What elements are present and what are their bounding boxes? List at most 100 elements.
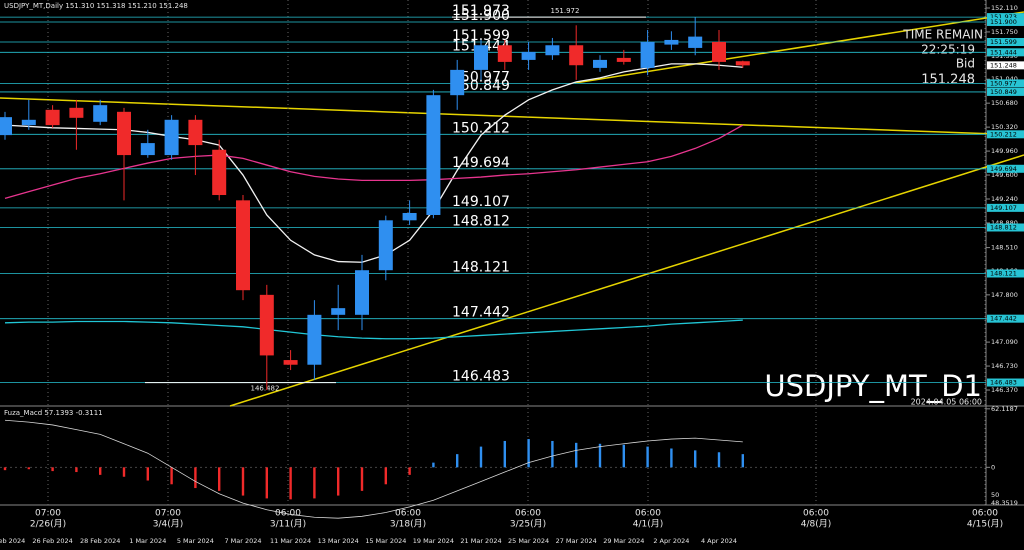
candle-body bbox=[93, 105, 108, 122]
x-tick-label: 21 Mar 2024 bbox=[460, 537, 501, 545]
histogram-bar bbox=[408, 467, 411, 475]
x-tick-label: 28 Feb 2024 bbox=[80, 537, 120, 545]
level-axis-label: 146.483 bbox=[990, 379, 1017, 387]
x-tick-label: 13 Mar 2024 bbox=[318, 537, 359, 545]
histogram-bar bbox=[75, 467, 78, 473]
session-time: 06:00 bbox=[275, 509, 301, 519]
low-marker-label: 146.482 bbox=[251, 385, 280, 393]
level-axis-label: 151.973 bbox=[990, 13, 1017, 21]
timestamp: 2024.04.05 06:00 bbox=[911, 398, 982, 407]
candle-body bbox=[0, 117, 12, 136]
histogram-bar bbox=[575, 442, 578, 468]
level-axis-box bbox=[987, 203, 1024, 212]
high-value: 151.318 bbox=[97, 2, 126, 10]
y-tick-label: 148.510 bbox=[991, 244, 1018, 252]
level-axis-label: 149.694 bbox=[990, 165, 1017, 173]
level-label: 151.900 bbox=[452, 8, 510, 24]
session-time: 07:00 bbox=[155, 509, 181, 519]
candle-body bbox=[545, 45, 560, 56]
histogram-bar bbox=[99, 467, 102, 475]
histogram-bar bbox=[122, 467, 126, 477]
x-tick-label: 7 Mar 2024 bbox=[224, 537, 261, 545]
level-axis-box bbox=[987, 48, 1024, 57]
level-axis-label: 149.107 bbox=[990, 204, 1017, 212]
level-axis-box bbox=[987, 164, 1024, 173]
trendline bbox=[229, 154, 1024, 407]
histogram-bar bbox=[741, 454, 744, 468]
level-axis-label: 150.849 bbox=[990, 88, 1017, 96]
level-axis-box bbox=[987, 378, 1024, 387]
candle-body bbox=[402, 212, 417, 221]
y-tick-label: 148.880 bbox=[991, 219, 1018, 227]
trendline bbox=[0, 97, 1024, 136]
candle-body bbox=[593, 59, 607, 68]
histogram-bar bbox=[479, 446, 483, 468]
session-date: 4/8(月) bbox=[801, 519, 832, 530]
histogram-bar bbox=[218, 467, 221, 491]
close-value: 151.248 bbox=[159, 2, 188, 10]
bid-label: Bid bbox=[956, 57, 975, 71]
session-time: 06:00 bbox=[635, 509, 661, 519]
histogram-bar bbox=[265, 467, 268, 499]
histogram-bar bbox=[527, 439, 530, 468]
level-axis-label: 151.900 bbox=[990, 18, 1017, 26]
time-remain-label: TIME REMAIN bbox=[902, 28, 983, 42]
level-label: 149.107 bbox=[452, 194, 510, 210]
candle-body bbox=[712, 41, 726, 62]
indicator-title: Fuza_Macd 57.1393 -0.3111 bbox=[4, 409, 103, 417]
candle-body bbox=[69, 107, 84, 118]
session-time: 06:00 bbox=[515, 509, 541, 519]
candle-body bbox=[497, 45, 512, 62]
histogram-bar bbox=[3, 467, 7, 471]
level-axis-label: 148.121 bbox=[990, 269, 1017, 277]
candle-body bbox=[688, 36, 703, 48]
level-axis-box bbox=[987, 79, 1024, 88]
level-label: 151.599 bbox=[452, 28, 510, 44]
session-date: 3/25(月) bbox=[510, 519, 546, 530]
histogram-bar bbox=[313, 467, 316, 499]
candle-body bbox=[735, 61, 750, 66]
x-tick-label: 1 Mar 2024 bbox=[129, 537, 166, 545]
candle-body bbox=[117, 111, 131, 156]
histogram-bar bbox=[170, 467, 173, 485]
level-axis-box bbox=[987, 314, 1024, 323]
open-value: 151.310 bbox=[65, 2, 94, 10]
histogram-bar bbox=[456, 454, 459, 468]
bid-value: 151.248 bbox=[921, 73, 975, 88]
level-axis-box bbox=[987, 223, 1024, 232]
session-time: 07:00 bbox=[35, 509, 61, 519]
x-tick-label: 11 Mar 2024 bbox=[270, 537, 311, 545]
y-tick-label: 147.090 bbox=[991, 338, 1018, 346]
candle-body bbox=[259, 294, 274, 356]
level-label: 147.442 bbox=[452, 305, 510, 321]
candle-body bbox=[474, 45, 488, 70]
level-label: 150.212 bbox=[452, 120, 510, 136]
candle-body bbox=[521, 51, 536, 60]
bid-axis-label: 151.248 bbox=[990, 61, 1017, 69]
x-tick-label: 4 Apr 2024 bbox=[701, 537, 737, 545]
histogram-bar bbox=[646, 446, 649, 468]
candle-body bbox=[212, 149, 227, 196]
x-tick-label: 26 Feb 2024 bbox=[32, 537, 72, 545]
y-tick-label: 146.370 bbox=[991, 386, 1018, 394]
candle-body bbox=[331, 308, 346, 315]
candle-body bbox=[640, 41, 655, 68]
level-label: 149.694 bbox=[452, 155, 510, 171]
level-label: 150.849 bbox=[452, 78, 510, 94]
level-axis-label: 148.812 bbox=[990, 223, 1017, 231]
histogram-bar bbox=[622, 444, 625, 468]
watermark: USDJPY_MT_D1 bbox=[764, 369, 982, 403]
histogram-bar bbox=[598, 443, 602, 468]
high-marker-label: 151.972 bbox=[551, 7, 580, 15]
session-date: 3/11(月) bbox=[270, 519, 306, 530]
histogram-bar bbox=[241, 467, 245, 496]
candle-body bbox=[283, 360, 298, 365]
indicator-value: -0.3111 bbox=[76, 409, 103, 417]
y-tick-label: 62.1187 bbox=[991, 405, 1018, 413]
y-tick-label: 149.960 bbox=[991, 147, 1018, 155]
x-tick-label: 15 Mar 2024 bbox=[365, 537, 406, 545]
indicator-name: Fuza_Macd bbox=[4, 409, 42, 417]
candle-body bbox=[188, 119, 203, 146]
x-tick-label: 27 Mar 2024 bbox=[556, 537, 597, 545]
